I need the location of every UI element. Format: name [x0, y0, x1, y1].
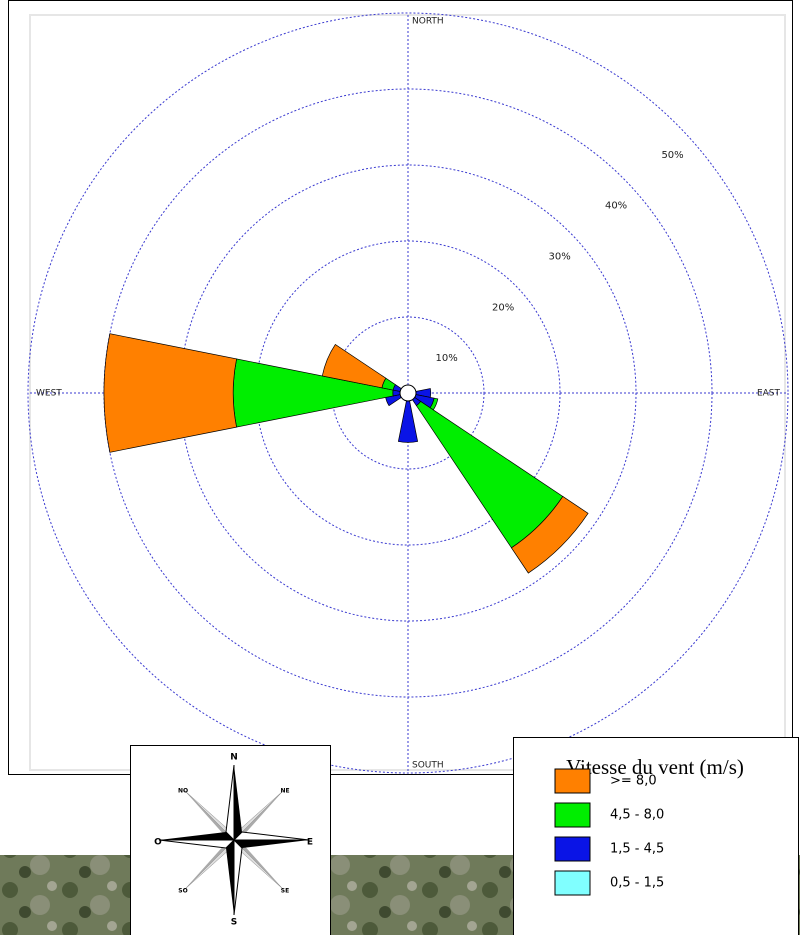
compass-label: NO [178, 788, 188, 795]
page: {"chart_data": { "type": "windrose", "x"… [0, 0, 800, 935]
direction-label: EAST [757, 389, 781, 399]
page-canvas: 10% 20% 30% 40% 50% NORTH EAST SOUTH WEST N NE E SE… [0, 0, 800, 935]
compass-label: SE [281, 888, 289, 895]
r-tick-label: 40% [605, 201, 627, 212]
compass-label: N [230, 753, 238, 763]
legend-label: 0,5 - 1,5 [610, 876, 664, 891]
compass-box: N NE E SE S SO O NO [131, 746, 331, 935]
r-tick-label: 50% [661, 150, 683, 161]
r-tick-label: 10% [436, 353, 458, 364]
direction-label: WEST [36, 389, 62, 399]
direction-label: NORTH [412, 17, 444, 27]
compass-label: E [307, 838, 313, 848]
direction-label: SOUTH [412, 761, 444, 771]
legend-swatch [555, 871, 590, 895]
legend-swatch [555, 837, 590, 861]
r-tick-label: 20% [492, 302, 514, 313]
compass-label: S [231, 918, 237, 928]
compass-label: NE [280, 788, 289, 795]
legend: Vitesse du vent (m/s) >= 8,04,5 - 8,01,5… [514, 738, 799, 935]
legend-label: 4,5 - 8,0 [610, 808, 664, 823]
legend-swatch [555, 769, 590, 793]
legend-label: 1,5 - 4,5 [610, 842, 664, 857]
r-tick-label: 30% [548, 251, 570, 262]
calm-circle [400, 385, 416, 401]
legend-label: >= 8,0 [610, 774, 657, 789]
legend-swatch [555, 803, 590, 827]
compass-label: O [154, 838, 162, 848]
compass-label: SO [178, 888, 187, 895]
